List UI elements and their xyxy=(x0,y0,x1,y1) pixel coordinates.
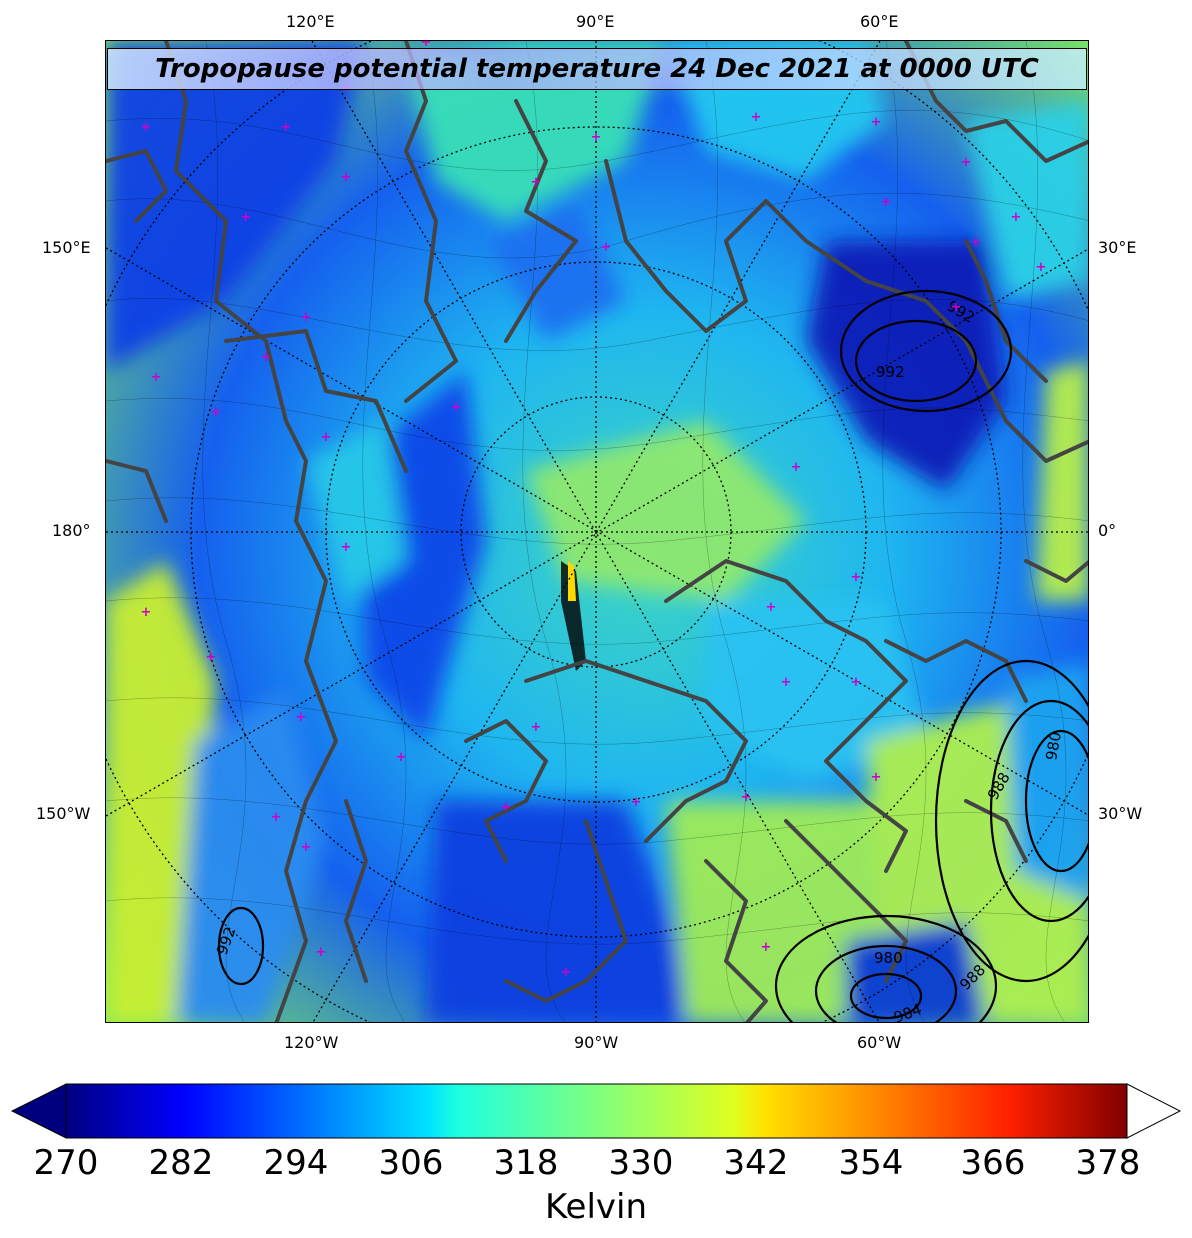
svg-text:+: + xyxy=(321,430,332,445)
lon-label-bottom-2: 90°W xyxy=(574,1033,619,1052)
svg-text:+: + xyxy=(211,405,222,420)
svg-text:+: + xyxy=(301,840,312,855)
svg-text:+: + xyxy=(561,965,572,980)
lon-label-bottom-1: 120°W xyxy=(284,1033,339,1052)
lon-label-left-2: 180° xyxy=(52,521,91,540)
lon-label-top-2: 90°E xyxy=(576,12,615,31)
colorbar-tick-270: 270 xyxy=(33,1143,99,1183)
svg-text:+: + xyxy=(971,235,982,250)
svg-text:+: + xyxy=(871,770,882,785)
svg-text:+: + xyxy=(851,570,862,585)
svg-text:+: + xyxy=(951,300,962,315)
svg-text:+: + xyxy=(761,940,772,955)
svg-text:+: + xyxy=(151,370,162,385)
colorbar-min-extension xyxy=(10,1083,67,1139)
map-panel: 992 992 980 988 980 992 988 984 + + + + + + +… xyxy=(105,40,1089,1023)
colorbar xyxy=(10,1080,1182,1142)
lon-label-right-1: 30°E xyxy=(1098,238,1137,257)
colorbar-unit-label: Kelvin xyxy=(544,1187,648,1227)
svg-text:+: + xyxy=(281,120,292,135)
pressure-label-5: 980 xyxy=(874,949,903,967)
svg-text:+: + xyxy=(341,170,352,185)
svg-text:+: + xyxy=(601,240,612,255)
colorbar-tick-306: 306 xyxy=(378,1143,444,1183)
colorbar-tick-labels: 270 282 294 306 318 330 342 354 366 378 xyxy=(0,1143,1192,1183)
svg-text:+: + xyxy=(631,795,642,810)
lon-label-top-3: 60°E xyxy=(860,12,899,31)
svg-text:+: + xyxy=(881,195,892,210)
colorbar-tick-294: 294 xyxy=(263,1143,329,1183)
svg-text:+: + xyxy=(316,945,327,960)
lon-label-right-3: 30°W xyxy=(1098,804,1143,823)
colorbar-max-extension xyxy=(1126,1083,1182,1139)
svg-text:+: + xyxy=(531,175,542,190)
svg-text:+: + xyxy=(791,460,802,475)
lon-label-bottom-3: 60°W xyxy=(857,1033,902,1052)
colorbar-tick-378: 378 xyxy=(1075,1143,1141,1183)
svg-text:+: + xyxy=(1036,260,1047,275)
lon-label-top-1: 120°E xyxy=(286,12,335,31)
svg-text:+: + xyxy=(261,350,272,365)
map-title-box: Tropopause potential temperature 24 Dec … xyxy=(107,48,1087,90)
lon-label-right-2: 0° xyxy=(1098,521,1117,540)
svg-text:+: + xyxy=(766,600,777,615)
svg-text:+: + xyxy=(341,540,352,555)
svg-text:+: + xyxy=(701,1020,712,1023)
svg-text:+: + xyxy=(1011,210,1022,225)
svg-text:+: + xyxy=(751,110,762,125)
svg-text:+: + xyxy=(531,720,542,735)
map-svg: 992 992 980 988 980 992 988 984 ++ + + +++… xyxy=(106,41,1088,1023)
svg-text:+: + xyxy=(141,605,152,620)
svg-text:+: + xyxy=(141,120,152,135)
svg-text:+: + xyxy=(961,155,972,170)
svg-text:+: + xyxy=(296,710,307,725)
map-title: Tropopause potential temperature 24 Dec … xyxy=(155,54,1039,84)
lon-label-left-3: 150°W xyxy=(36,804,91,823)
svg-text:+: + xyxy=(781,675,792,690)
pressure-label-3: 980 xyxy=(1042,730,1065,761)
svg-text:+: + xyxy=(871,115,882,130)
colorbar-tick-366: 366 xyxy=(960,1143,1026,1183)
svg-text:+: + xyxy=(421,41,432,50)
svg-text:+: + xyxy=(206,650,217,665)
colorbar-tick-318: 318 xyxy=(493,1143,559,1183)
colorbar-tick-354: 354 xyxy=(838,1143,904,1183)
svg-text:+: + xyxy=(851,675,862,690)
colorbar-svg xyxy=(10,1083,1182,1139)
svg-text:+: + xyxy=(301,310,312,325)
svg-text:+: + xyxy=(396,750,407,765)
svg-text:+: + xyxy=(741,790,752,805)
colorbar-tick-342: 342 xyxy=(723,1143,789,1183)
svg-text:+: + xyxy=(501,800,512,815)
colorbar-gradient xyxy=(65,1083,1128,1139)
svg-text:+: + xyxy=(591,130,602,145)
colorbar-tick-330: 330 xyxy=(608,1143,674,1183)
svg-text:+: + xyxy=(451,400,462,415)
svg-text:+: + xyxy=(271,810,282,825)
lon-label-left-1: 150°E xyxy=(42,238,91,257)
pressure-label-2: 992 xyxy=(876,363,905,381)
svg-text:+: + xyxy=(241,210,252,225)
colorbar-tick-282: 282 xyxy=(148,1143,214,1183)
